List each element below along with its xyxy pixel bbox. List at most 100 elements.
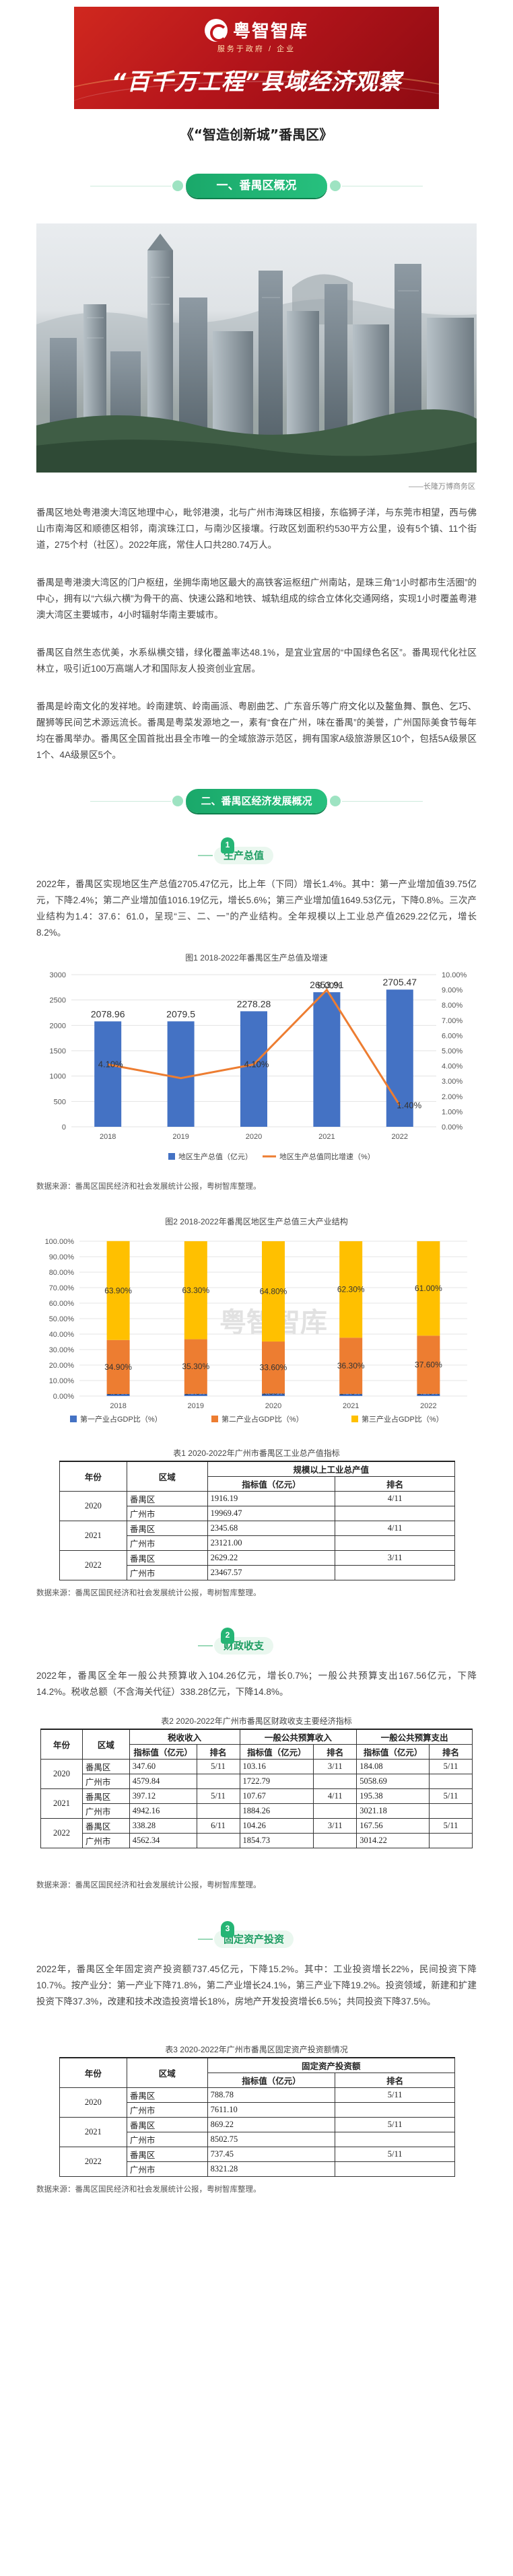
table-cell [196, 1832, 240, 1848]
legend-swatch [168, 1153, 175, 1160]
table-cell: 8321.28 [207, 2161, 336, 2177]
table-header: 区域 [126, 1461, 208, 1492]
table-header: 指标值（亿元） [356, 1743, 430, 1760]
y-tick-label: 2000 [50, 1022, 66, 1030]
data-source: 数据来源：番禺区国民经济和社会发展统计公报，粤树智库整理。 [36, 1183, 261, 1191]
x-tick-label: 2019 [172, 1133, 189, 1141]
segment-value-label: 37.60% [415, 1360, 442, 1370]
table-cell: 4942.16 [129, 1803, 197, 1819]
y-tick-label: 0 [62, 1123, 66, 1132]
table-row: 2021 番禺区 2345.68 4/11 [59, 1520, 455, 1551]
table-cell: 广州市 [126, 1564, 208, 1580]
legend-swatch [351, 1416, 358, 1422]
table-cell: 番禺区 [81, 1758, 130, 1774]
table-cell: 5/11 [335, 2146, 455, 2162]
dot-decoration [330, 796, 341, 806]
banner-logo: 粤智智库 [74, 18, 439, 42]
table-row: 2020 番禺区 1916.19 4/11 [59, 1490, 455, 1521]
logo-subtitle: 服务于政府 / 企业 [217, 45, 296, 53]
table-cell: 番禺区 [126, 1490, 208, 1506]
y-tick-label: 60.00% [49, 1300, 75, 1308]
x-tick-label: 2018 [110, 1402, 126, 1410]
table-cell: 4/11 [313, 1788, 357, 1804]
subsection-number-icon: 1 [221, 837, 234, 854]
stacked-bar-segment [262, 1393, 285, 1396]
table-header: 排名 [335, 1475, 455, 1492]
y-tick-label: 70.00% [49, 1284, 75, 1292]
table-row: 广州市 4579.84 1722.79 5058.69 [41, 1773, 473, 1789]
gdp-bar [167, 1021, 195, 1127]
bar-value-label: 2705.47 [382, 977, 417, 987]
table-cell: 23121.00 [207, 1535, 336, 1551]
stacked-bar-segment [184, 1339, 207, 1394]
table-cell: 5058.69 [356, 1773, 430, 1789]
table-row: 2022 番禺区 338.28 6/11 104.26 3/11 167.56 5/11 [40, 1817, 473, 1848]
y-tick-label: 20.00% [49, 1362, 75, 1370]
table-header: 排名 [196, 1743, 240, 1760]
segment-value-label: 61.00% [415, 1284, 442, 1293]
dot-decoration [172, 180, 183, 191]
line-value-label: 9.00% [317, 981, 342, 991]
paragraph: 2022年，番禺区全年一般公共预算收入104.26亿元，增长0.7%；一般公共预… [36, 1671, 477, 1697]
skyline-illustration [36, 234, 477, 473]
table-cell [335, 2161, 455, 2177]
y2-tick-label: 8.00% [442, 1002, 463, 1010]
y2-tick-label: 2.00% [442, 1093, 463, 1101]
table-cell [429, 1803, 473, 1819]
gdp-bar [313, 992, 341, 1127]
table-cell: 869.22 [207, 2116, 336, 2132]
table-cell: 4562.34 [129, 1832, 197, 1848]
table-cell: 3/11 [335, 1550, 455, 1566]
x-tick-label: 2021 [343, 1402, 359, 1410]
stacked-bar-segment [184, 1241, 207, 1339]
article-subtitle: 《“智造创新城”番禺区》 [180, 127, 333, 143]
industry-structure-chart-svg: 粤智智库0.00%10.00%20.00%30.00%40.00%50.00%6… [45, 1238, 467, 1424]
table-cell: 3014.22 [356, 1832, 430, 1848]
table-cell: 2020 [59, 1490, 127, 1521]
x-tick-label: 2022 [392, 1133, 408, 1141]
table-header: 一般公共预算收入 [239, 1729, 357, 1745]
legend-label: 地区生产总值同比增速（%） [279, 1152, 375, 1161]
table-cell: 番禺区 [126, 1520, 208, 1536]
dot-decoration [330, 180, 341, 191]
table-cell: 19969.47 [207, 1505, 336, 1521]
legend-label: 第二产业占GDP比（%） [221, 1414, 304, 1424]
table-cell [313, 1832, 357, 1848]
x-tick-label: 2020 [246, 1133, 262, 1141]
x-tick-label: 2021 [318, 1133, 335, 1141]
table-cell: 广州市 [126, 2131, 208, 2147]
segment-value-label: 64.80% [260, 1287, 287, 1296]
table-cell: 番禺区 [81, 1817, 130, 1834]
paragraph: 2022年，番禺区实现地区生产总值2705.47亿元，比上年（下同）增长1.4%… [36, 879, 477, 938]
bar-value-label: 2078.96 [91, 1008, 125, 1019]
y-tick-label: 2500 [50, 997, 66, 1005]
table-cell: 103.16 [239, 1758, 314, 1774]
table-cell [335, 1505, 455, 1521]
segment-value-label: 63.90% [104, 1286, 132, 1295]
table-cell: 广州市 [126, 2161, 208, 2177]
table-header: 指标值（亿元） [207, 2072, 336, 2088]
line-value-label: 4.10% [244, 1059, 269, 1069]
investment-table: 年份 区域 固定资产投资额 指标值（亿元） 排名 2020 番禺区 788.78 5/… [59, 2057, 456, 2177]
table-header: 排名 [313, 1743, 357, 1760]
table-row: 广州市 4942.16 1884.26 3021.18 [41, 1803, 473, 1819]
data-source: 数据来源：番禺区国民经济和社会发展统计公报，粤树智库整理。 [36, 1589, 261, 1597]
table-cell: 番禺区 [126, 1550, 208, 1566]
paragraph: 番禺区自然生态优美，水系纵横交错，绿化覆盖率达48.1%，是宜业宜居的“中国绿色… [36, 648, 477, 674]
table-row: 广州市 8321.28 [60, 2161, 455, 2177]
table-cell: 广州市 [81, 1803, 130, 1819]
table-cell: 番禺区 [126, 2146, 208, 2162]
table-header: 固定资产投资额 [207, 2057, 456, 2073]
table-cell [429, 1773, 473, 1789]
table-cell: 番禺区 [126, 2116, 208, 2132]
y2-tick-label: 5.00% [442, 1047, 463, 1055]
table-cell [335, 1535, 455, 1551]
y-tick-label: 0.00% [53, 1393, 74, 1401]
y-tick-label: 80.00% [49, 1269, 75, 1277]
stacked-bar-segment [262, 1342, 285, 1394]
y-tick-label: 30.00% [49, 1346, 75, 1354]
table-cell: 2022 [59, 2146, 127, 2177]
table-cell: 3/11 [313, 1758, 357, 1774]
table-cell [313, 1773, 357, 1789]
y2-tick-label: 1.00% [442, 1108, 463, 1116]
